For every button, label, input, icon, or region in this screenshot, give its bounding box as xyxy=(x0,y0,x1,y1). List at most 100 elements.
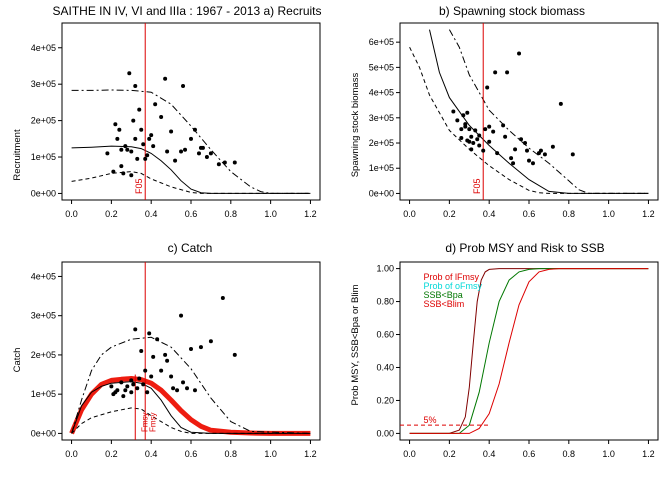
f05-label: F05 xyxy=(472,178,482,194)
y-tick-label: 0.20 xyxy=(376,395,394,405)
data-point xyxy=(469,134,474,139)
data-point xyxy=(159,368,164,373)
series-line-upper xyxy=(71,89,311,194)
data-point xyxy=(530,161,535,166)
data-point xyxy=(208,151,213,156)
series-line-median-black xyxy=(71,381,311,434)
data-point xyxy=(165,149,170,154)
data-point xyxy=(143,156,148,161)
data-point xyxy=(113,122,118,127)
data-point xyxy=(471,141,476,146)
data-point xyxy=(129,173,134,178)
five-percent-label: 5% xyxy=(423,415,436,425)
x-tick-label: 1.2 xyxy=(642,209,655,219)
data-point xyxy=(204,155,209,160)
y-tick-label: 0.40 xyxy=(376,362,394,372)
data-point xyxy=(220,296,225,301)
data-point xyxy=(139,349,144,353)
plot-area xyxy=(400,268,649,434)
y-axis-label: Catch xyxy=(12,348,23,373)
legend-entry: Prob of lFmsy xyxy=(423,272,479,282)
data-point xyxy=(149,374,154,379)
y-tick-label: 3e+05 xyxy=(369,113,394,123)
panel-title: c) Catch xyxy=(168,241,213,255)
data-point xyxy=(461,113,466,118)
y-axis-label: Spawning stock biomass xyxy=(350,72,361,177)
panel-title: SAITHE IN IV, VI and IIIa : 1967 - 2013 … xyxy=(52,4,321,18)
data-point xyxy=(133,136,138,141)
panel-prob: d) Prob MSY and Risk to SSB Prob MSY, SS… xyxy=(350,241,659,459)
data-point xyxy=(509,156,514,161)
data-point xyxy=(183,147,188,152)
data-point xyxy=(487,124,492,129)
data-point xyxy=(517,51,522,56)
data-point xyxy=(493,70,498,75)
data-point xyxy=(525,148,530,153)
data-point xyxy=(469,147,474,152)
data-point xyxy=(459,127,464,132)
y-tick-label: 1.00 xyxy=(376,264,394,274)
data-point xyxy=(467,139,472,144)
data-point xyxy=(491,129,496,134)
data-point xyxy=(137,376,142,381)
data-point xyxy=(145,153,150,158)
data-point xyxy=(198,345,203,350)
x-tick-label: 0.4 xyxy=(145,449,158,459)
x-tick-label: 0.0 xyxy=(65,209,78,219)
data-point xyxy=(129,378,134,383)
data-point xyxy=(141,142,146,147)
plot-frame xyxy=(61,22,321,201)
data-point xyxy=(196,151,201,156)
panel-title: b) Spawning stock biomass xyxy=(439,4,585,18)
x-tick-label: 0.4 xyxy=(483,209,496,219)
x-tick-label: 0.2 xyxy=(105,209,118,219)
data-point xyxy=(119,147,124,152)
data-point xyxy=(232,160,237,165)
data-point xyxy=(503,134,508,139)
data-point xyxy=(131,382,136,387)
data-point xyxy=(222,160,227,165)
data-point xyxy=(463,124,468,129)
x-tick-label: 0.6 xyxy=(523,209,536,219)
data-point xyxy=(189,347,193,352)
data-point xyxy=(147,331,152,336)
legend-entry: SSB<Blim xyxy=(423,299,464,309)
data-point xyxy=(505,70,510,75)
data-point xyxy=(523,141,528,146)
data-point xyxy=(163,352,168,357)
data-point xyxy=(455,118,460,123)
fmsy-label: Fmsy xyxy=(140,412,149,432)
data-point xyxy=(129,149,134,154)
y-tick-label: 1e+05 xyxy=(31,389,56,399)
y-tick-label: 0.00 xyxy=(376,428,394,438)
data-point xyxy=(459,135,464,140)
data-point xyxy=(179,149,184,154)
data-point xyxy=(133,84,138,89)
data-point xyxy=(542,152,547,157)
data-point xyxy=(232,352,237,357)
y-tick-label: 2e+05 xyxy=(369,138,394,148)
data-point xyxy=(125,384,130,389)
x-tick-label: 1.2 xyxy=(642,449,655,459)
data-point xyxy=(451,109,456,114)
data-point xyxy=(181,84,186,89)
y-tick-label: 5e+05 xyxy=(369,62,394,72)
x-tick-label: 0.4 xyxy=(483,449,496,459)
x-tick-label: 1.0 xyxy=(264,209,277,219)
series-line-median xyxy=(429,29,649,194)
plot-area: F05 xyxy=(409,23,649,200)
data-point xyxy=(165,358,170,363)
data-point xyxy=(181,380,186,385)
data-point xyxy=(487,139,492,144)
data-point xyxy=(159,114,164,119)
data-point xyxy=(189,136,193,141)
data-point xyxy=(475,137,480,142)
y-tick-label: 0e+00 xyxy=(31,428,56,438)
data-point xyxy=(192,127,197,132)
plot-area: F05 xyxy=(71,23,311,200)
y-tick-label: 6e+05 xyxy=(369,37,394,47)
y-tick-label: 1e+05 xyxy=(31,152,56,162)
data-point xyxy=(133,327,138,332)
data-point xyxy=(485,85,490,90)
